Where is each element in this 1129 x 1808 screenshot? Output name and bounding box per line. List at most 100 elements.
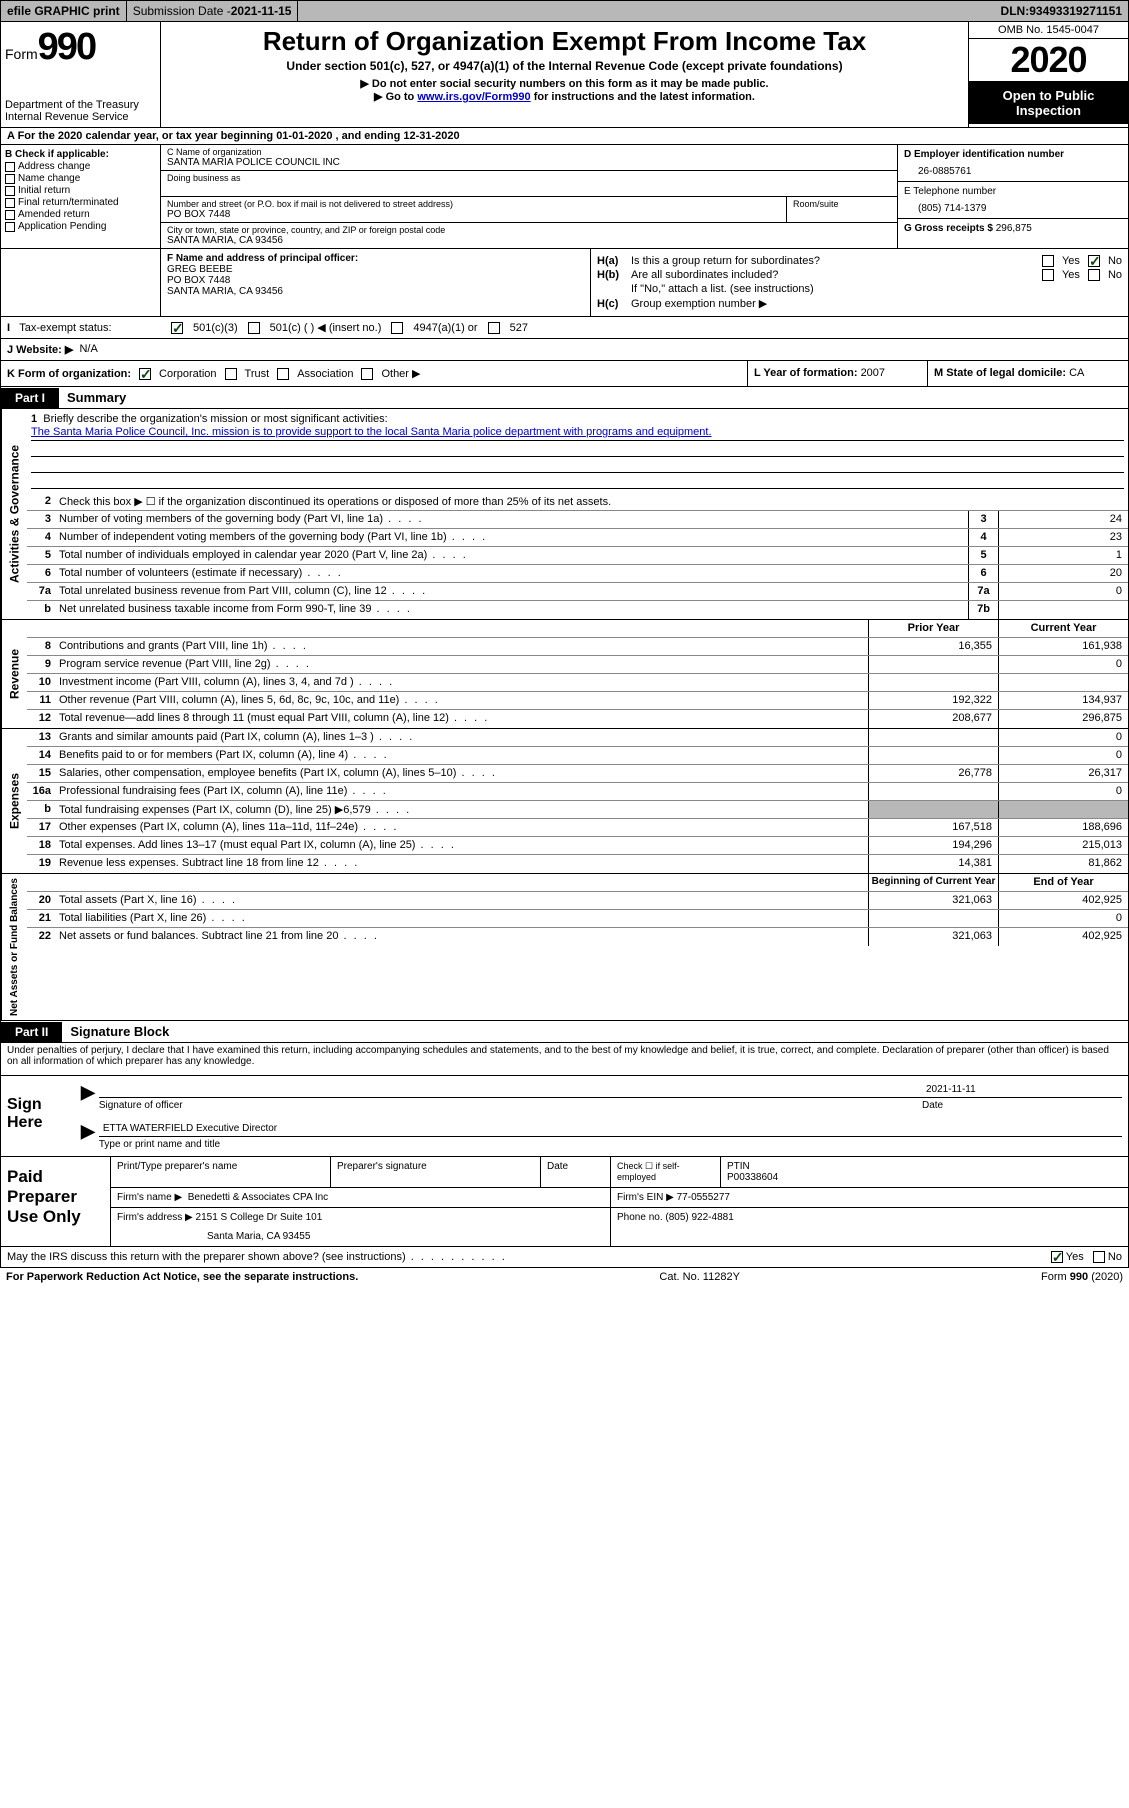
chk-final-return[interactable]: Final return/terminated (5, 197, 156, 208)
open-inspection: Open to Public Inspection (969, 81, 1128, 124)
instructions-link[interactable]: www.irs.gov/Form990 (417, 91, 530, 103)
line-12: 12Total revenue—add lines 8 through 11 (… (27, 710, 1128, 728)
line-5: 5Total number of individuals employed in… (27, 547, 1128, 565)
ha-yes[interactable] (1042, 255, 1054, 267)
preparer-header-row: Print/Type preparer's name Preparer's si… (111, 1157, 1128, 1188)
footer-cat: Cat. No. 11282Y (358, 1271, 1041, 1283)
dept-treasury: Department of the Treasury (5, 99, 156, 111)
telephone-cell: E Telephone number (805) 714-1379 (898, 182, 1128, 219)
dln: DLN: 93493319271151 (995, 1, 1128, 21)
ein-cell: D Employer identification number 26-0885… (898, 145, 1128, 182)
vlabel-governance: Activities & Governance (1, 409, 27, 619)
chk-corp[interactable] (139, 368, 151, 380)
revenue-year-header: Prior Year Current Year (27, 620, 1128, 638)
chk-other[interactable] (361, 368, 373, 380)
ein-value: 26-0885761 (904, 160, 1122, 177)
row-a-tax-year: A For the 2020 calendar year, or tax yea… (0, 128, 1129, 145)
dept-irs: Internal Revenue Service (5, 111, 156, 123)
form-header: Form990 Department of the Treasury Inter… (0, 22, 1129, 128)
sign-here-label: Sign Here (1, 1076, 71, 1156)
line-10: 10Investment income (Part VIII, column (… (27, 674, 1128, 692)
officer-signature-line: 2021-11-11 (99, 1082, 1122, 1098)
discuss-yes[interactable] (1051, 1251, 1063, 1263)
line-16a: 16aProfessional fundraising fees (Part I… (27, 783, 1128, 801)
addr-row: Number and street (or P.O. box if mail i… (161, 197, 897, 223)
chk-527[interactable] (488, 322, 500, 334)
website-value: N/A (79, 343, 97, 356)
firm-phone: (805) 922-4881 (665, 1212, 733, 1223)
line-3: 3Number of voting members of the governi… (27, 511, 1128, 529)
line-22: 22Net assets or fund balances. Subtract … (27, 928, 1128, 946)
paid-preparer-label: Paid Preparer Use Only (1, 1157, 111, 1246)
part1-header: Part I Summary (0, 387, 1129, 409)
org-name-cell: C Name of organization SANTA MARIA POLIC… (161, 145, 897, 171)
city-cell: City or town, state or province, country… (161, 223, 897, 248)
fgh-row: F Name and address of principal officer:… (0, 249, 1129, 317)
vlabel-net: Net Assets or Fund Balances (1, 874, 27, 1020)
paid-preparer-block: Paid Preparer Use Only Print/Type prepar… (0, 1157, 1129, 1247)
line-b: bTotal fundraising expenses (Part IX, co… (27, 801, 1128, 819)
chk-4947[interactable] (391, 322, 403, 334)
chk-501c[interactable] (248, 322, 260, 334)
line-8: 8Contributions and grants (Part VIII, li… (27, 638, 1128, 656)
col-h: H(a)Is this a group return for subordina… (591, 249, 1128, 316)
line-13: 13Grants and similar amounts paid (Part … (27, 729, 1128, 747)
line-9: 9Program service revenue (Part VIII, lin… (27, 656, 1128, 674)
footer-left: For Paperwork Reduction Act Notice, see … (6, 1271, 358, 1283)
chk-pending[interactable]: Application Pending (5, 221, 156, 232)
line-6: 6Total number of volunteers (estimate if… (27, 565, 1128, 583)
line-20: 20Total assets (Part X, line 16)321,0634… (27, 892, 1128, 910)
chk-trust[interactable] (225, 368, 237, 380)
ptin: P00338604 (727, 1172, 778, 1183)
chk-assoc[interactable] (277, 368, 289, 380)
chk-501c3[interactable] (171, 322, 183, 334)
section-revenue: Revenue Prior Year Current Year 8Contrib… (0, 620, 1129, 729)
part1-tab: Part I (1, 388, 59, 408)
header-right: OMB No. 1545-0047 2020 Open to Public In… (968, 22, 1128, 127)
chk-initial-return[interactable]: Initial return (5, 185, 156, 196)
line-18: 18Total expenses. Add lines 13–17 (must … (27, 837, 1128, 855)
footer-form: Form 990 (2020) (1041, 1271, 1123, 1283)
page-footer: For Paperwork Reduction Act Notice, see … (0, 1268, 1129, 1286)
hb-yes[interactable] (1042, 269, 1054, 281)
section-bcd: B Check if applicable: Address change Na… (0, 145, 1129, 249)
vlabel-expenses: Expenses (1, 729, 27, 873)
line-17: 17Other expenses (Part IX, column (A), l… (27, 819, 1128, 837)
section-net-assets: Net Assets or Fund Balances Beginning of… (0, 874, 1129, 1021)
line-15: 15Salaries, other compensation, employee… (27, 765, 1128, 783)
net-year-header: Beginning of Current Year End of Year (27, 874, 1128, 892)
firm-name-row: Firm's name ▶ Benedetti & Associates CPA… (111, 1188, 1128, 1208)
org-name: SANTA MARIA POLICE COUNCIL INC (167, 157, 891, 168)
topbar: efile GRAPHIC print Submission Date - 20… (0, 0, 1129, 22)
form-subtitle: Under section 501(c), 527, or 4947(a)(1)… (169, 59, 960, 73)
col-d: D Employer identification number 26-0885… (898, 145, 1128, 248)
discuss-row: May the IRS discuss this return with the… (0, 1247, 1129, 1268)
officer-name: GREG BEEBE (167, 264, 584, 275)
firm-name: Benedetti & Associates CPA Inc (188, 1192, 328, 1203)
ha-no[interactable] (1088, 255, 1100, 267)
tax-year: 2020 (969, 39, 1128, 81)
mission-text[interactable]: The Santa Maria Police Council, Inc. mis… (31, 426, 712, 438)
omb-number: OMB No. 1545-0047 (969, 22, 1128, 39)
chk-name-change[interactable]: Name change (5, 173, 156, 184)
discuss-no[interactable] (1093, 1251, 1105, 1263)
tax-status-row: I Tax-exempt status: 501(c)(3) 501(c) ( … (0, 317, 1129, 339)
chk-amended[interactable]: Amended return (5, 209, 156, 220)
gross-receipts: 296,875 (996, 223, 1032, 234)
line-11: 11Other revenue (Part VIII, column (A), … (27, 692, 1128, 710)
part2-tab: Part II (1, 1022, 62, 1042)
website-row: J Website: ▶ N/A (0, 339, 1129, 361)
officer-name-title: ETTA WATERFIELD Executive Director (99, 1121, 281, 1136)
telephone-value: (805) 714-1379 (904, 197, 1122, 214)
col-b-label: B Check if applicable: (5, 149, 156, 160)
form-title: Return of Organization Exempt From Incom… (169, 26, 960, 57)
part2-title: Signature Block (62, 1021, 177, 1042)
perjury-statement: Under penalties of perjury, I declare th… (0, 1043, 1129, 1076)
chk-address-change[interactable]: Address change (5, 161, 156, 172)
efile-label: efile GRAPHIC print (1, 1, 127, 21)
sig-date: 2021-11-11 (922, 1082, 1122, 1097)
hb-no[interactable] (1088, 269, 1100, 281)
line-4: 4Number of independent voting members of… (27, 529, 1128, 547)
sign-here-block: Sign Here ▶ 2021-11-11 Signature of offi… (0, 1076, 1129, 1157)
col-f-officer: F Name and address of principal officer:… (161, 249, 591, 316)
